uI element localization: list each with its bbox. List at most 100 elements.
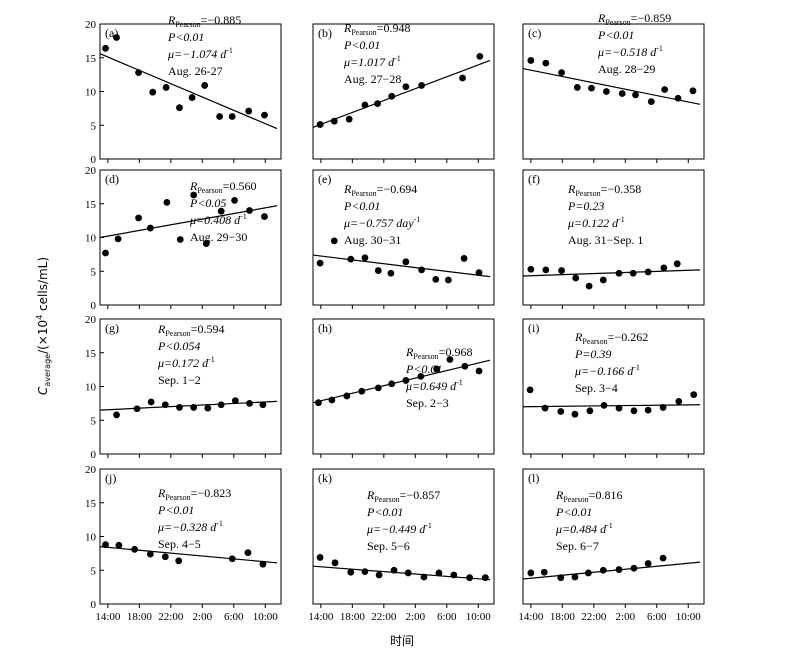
x-tick-label: 22:00 <box>371 611 397 623</box>
data-point <box>259 560 267 568</box>
panel-j: 0 5 10 15 20 14:00 18:00 22:00 2:00 6:00 10:00 (j) R… <box>85 464 282 623</box>
date-range: Aug. 28−29 <box>598 62 655 76</box>
fit-line <box>522 67 701 105</box>
growth-rate: μ=0.484 d-1 <box>555 521 613 536</box>
p-value: P<0.054 <box>157 339 200 353</box>
data-point <box>102 541 109 548</box>
data-point <box>433 365 440 373</box>
date-range: Sep. 1−2 <box>158 373 201 387</box>
x-tick-label: 6:00 <box>437 611 457 623</box>
x-tick-label: 22:00 <box>158 611 184 623</box>
data-point <box>330 237 338 245</box>
growth-rate: μ=0.172 d-1 <box>157 355 215 370</box>
plot-frame <box>312 169 495 306</box>
data-point <box>542 59 550 67</box>
p-value: P=0.23 <box>567 199 604 213</box>
p-value: P<0.01 <box>597 28 634 42</box>
date-range: Sep. 4−5 <box>158 537 201 551</box>
data-point <box>402 83 410 91</box>
data-point <box>347 568 355 576</box>
plot-frame <box>522 318 705 455</box>
data-point <box>584 569 592 577</box>
data-point <box>361 254 369 262</box>
data-point <box>315 399 322 407</box>
panel-label: (e) <box>318 172 331 186</box>
pearson-r: RPearson=−0.694 <box>343 182 417 198</box>
data-point <box>361 101 369 109</box>
pearson-r: RPearson=−0.358 <box>567 182 641 198</box>
data-point <box>632 91 639 99</box>
panel-k: 14:00 18:00 22:00 2:00 6:00 10:00 (k) RPearson=… <box>308 468 495 623</box>
data-point <box>328 396 336 404</box>
plot-frame <box>522 468 705 605</box>
data-point <box>418 82 425 89</box>
y-tick-label: 10 <box>85 233 97 245</box>
pearson-r: RPearson=0.948 <box>343 21 410 37</box>
pearson-r: RPearson=0.816 <box>555 488 622 504</box>
data-point <box>345 115 353 123</box>
panel-label: (c) <box>528 26 541 40</box>
x-tick-label: 10:00 <box>676 611 702 623</box>
date-range: Aug. 27−28 <box>344 72 401 86</box>
data-point <box>135 69 142 76</box>
data-point <box>374 384 382 392</box>
y-tick-label: 5 <box>91 266 97 278</box>
data-point <box>673 260 681 268</box>
panel-label: (h) <box>318 321 332 335</box>
x-tick-label: 14:00 <box>308 611 334 623</box>
panel-label: (d) <box>105 172 119 186</box>
panel-label: (g) <box>105 321 119 335</box>
data-point <box>558 267 565 274</box>
data-point <box>261 213 268 220</box>
plot-frame <box>522 23 705 160</box>
data-point <box>246 399 253 407</box>
data-point <box>231 196 238 204</box>
data-point <box>475 367 483 375</box>
panel-label: (a) <box>105 26 118 40</box>
data-point <box>527 57 535 64</box>
y-tick-label: 20 <box>85 19 97 31</box>
data-point <box>131 545 139 553</box>
date-range: Aug. 30−31 <box>344 233 401 247</box>
x-tick-label: 10:00 <box>466 611 492 623</box>
data-point <box>162 84 170 91</box>
data-point <box>245 107 253 115</box>
data-point <box>163 199 171 206</box>
data-point <box>231 397 239 405</box>
fit-line <box>99 53 278 130</box>
growth-rate: μ=−0.166 d-1 <box>574 363 640 378</box>
data-point <box>228 113 236 120</box>
growth-rate: μ=1.017 d-1 <box>343 54 401 69</box>
fit-line <box>522 561 701 580</box>
x-tick-label: 2:00 <box>616 611 636 623</box>
x-tick-label: 18:00 <box>340 611 366 623</box>
data-point <box>374 100 381 108</box>
plot-frame <box>522 169 705 306</box>
data-point <box>216 113 224 120</box>
p-value: P<0.05 <box>189 196 226 210</box>
data-point <box>557 574 565 582</box>
date-range: Aug. 26-27 <box>168 64 223 78</box>
y-tick-label: 0 <box>91 300 97 312</box>
data-point <box>330 117 338 125</box>
pearson-r: RPearson=−0.885 <box>167 13 241 29</box>
p-value: P<0.01 <box>405 362 442 376</box>
x-tick-label: 14:00 <box>95 611 121 623</box>
pearson-r: RPearson=0.968 <box>405 345 472 361</box>
data-point <box>417 372 425 380</box>
data-point <box>244 549 252 557</box>
data-point <box>202 240 210 247</box>
data-point <box>228 555 236 563</box>
growth-rate: μ=0.649 d-1 <box>405 378 463 393</box>
pearson-r: RPearson=−0.262 <box>574 330 648 346</box>
x-tick-label: 18:00 <box>550 611 576 623</box>
x-tick-label: 22:00 <box>581 611 607 623</box>
